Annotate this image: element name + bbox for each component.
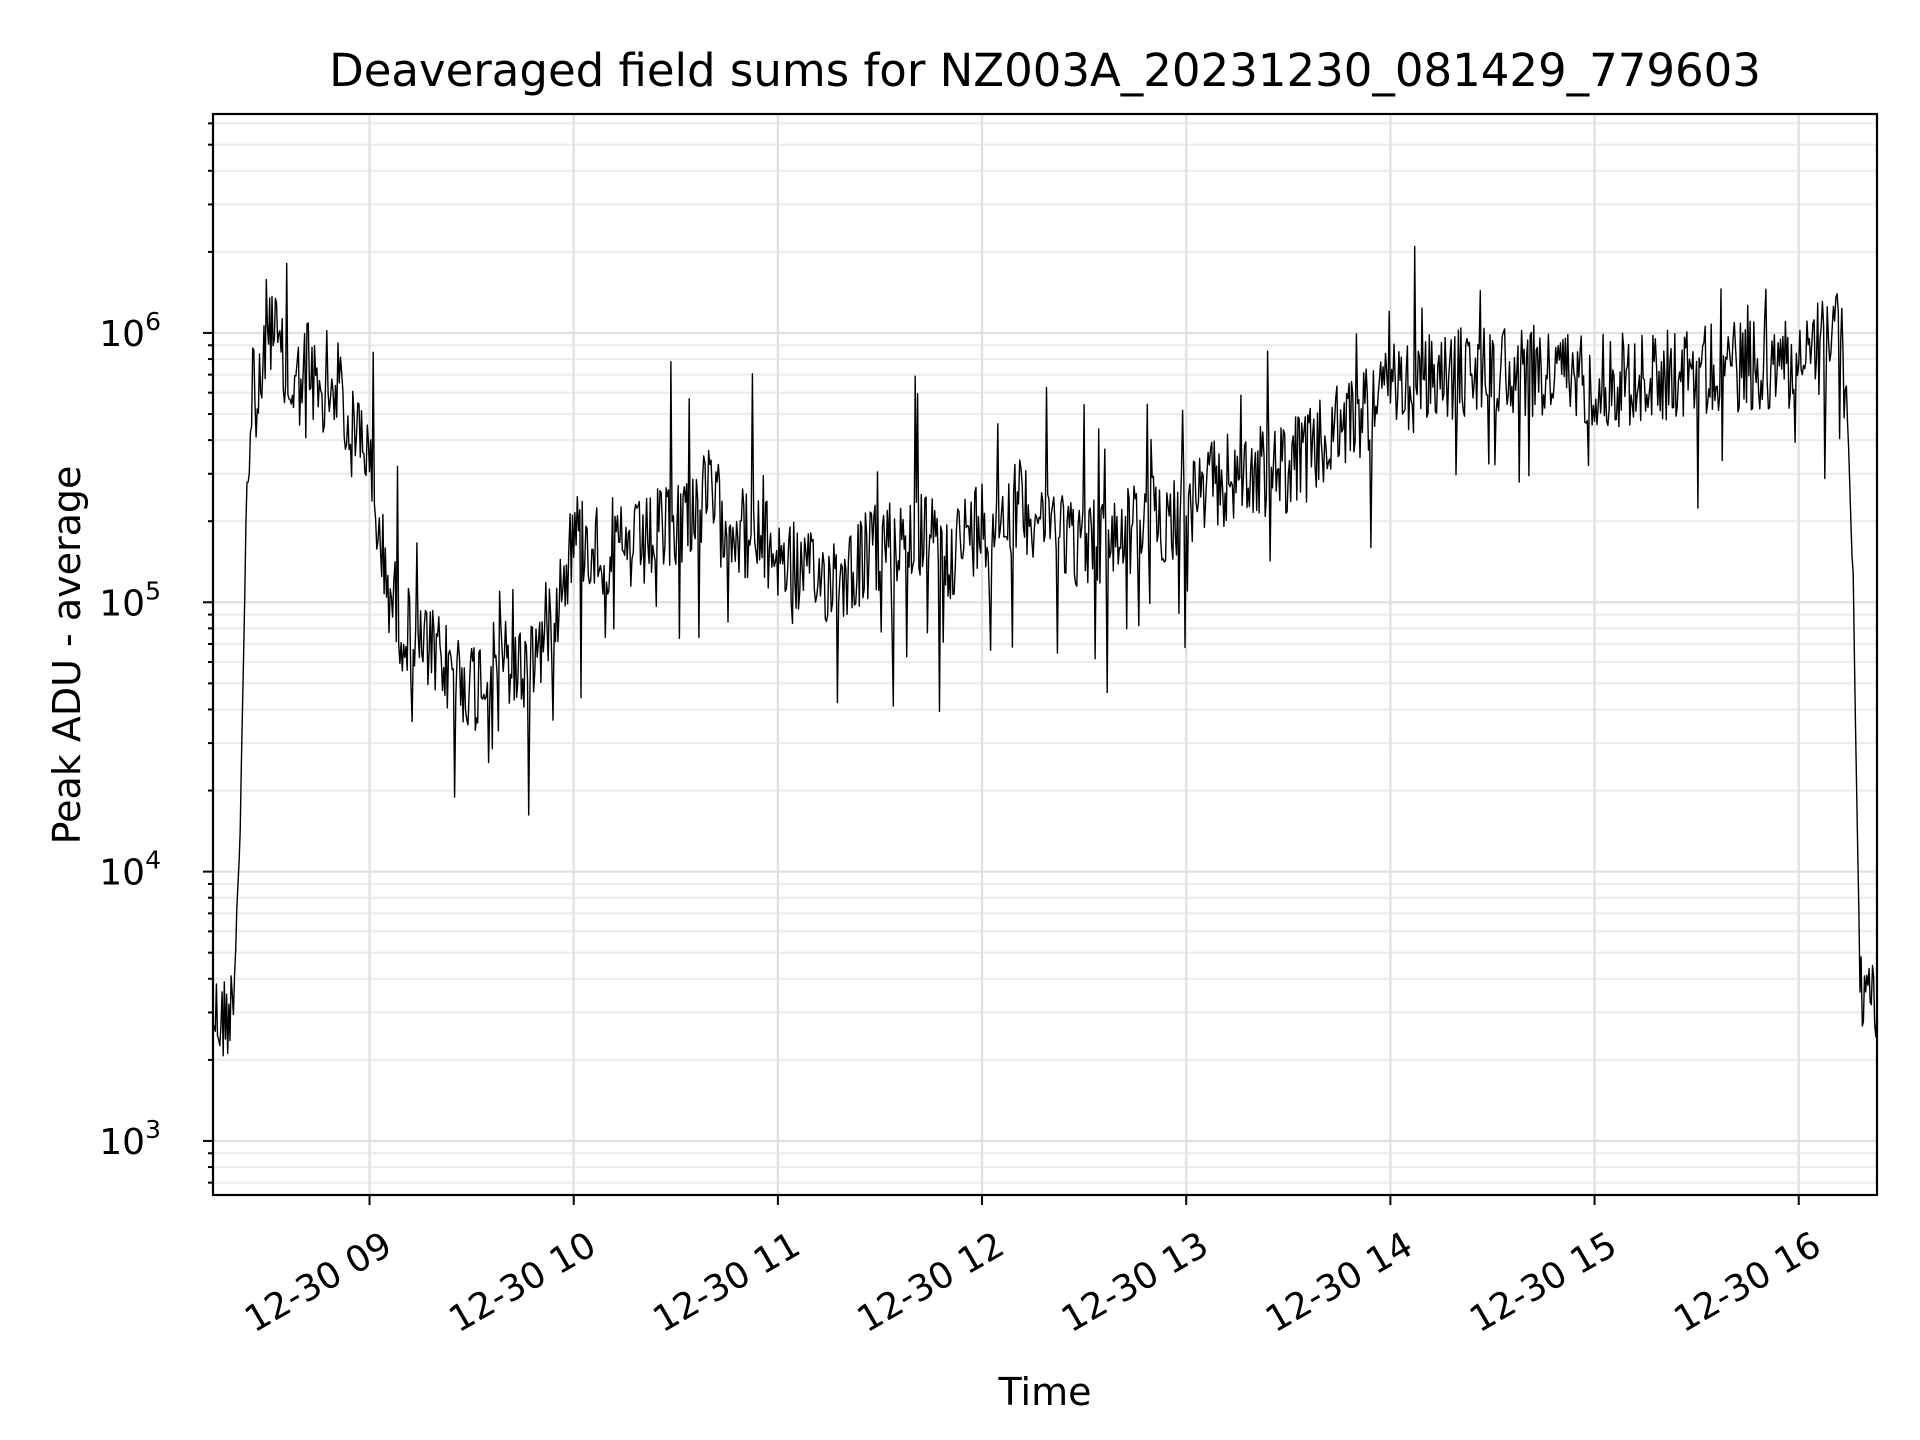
grid: [213, 114, 1877, 1195]
y-tick-label: 106: [99, 307, 161, 355]
chart-title: Deaveraged field sums for NZ003A_2023123…: [329, 44, 1761, 97]
y-tick-label: 103: [99, 1115, 161, 1163]
series-layer: [212, 245, 1878, 1057]
y-tick-exponent: 6: [145, 307, 161, 336]
y-tick-exponent: 5: [145, 576, 161, 605]
series-line: [212, 245, 1878, 1057]
x-axis-label: Time: [998, 1370, 1092, 1414]
y-tick-exponent: 4: [145, 846, 161, 875]
y-tick-exponent: 3: [145, 1115, 161, 1144]
y-axis-label: Peak ADU - average: [45, 466, 89, 845]
plot-frame: [211, 112, 1879, 1197]
